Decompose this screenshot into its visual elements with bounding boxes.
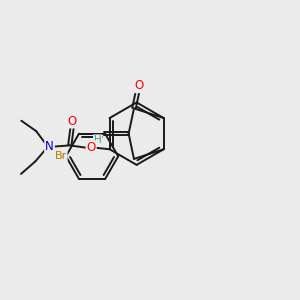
Text: O: O bbox=[68, 115, 77, 128]
Text: N: N bbox=[45, 140, 54, 153]
Text: H: H bbox=[94, 135, 102, 145]
Text: O: O bbox=[86, 141, 96, 154]
Text: Br: Br bbox=[54, 151, 67, 161]
Text: O: O bbox=[134, 79, 143, 92]
